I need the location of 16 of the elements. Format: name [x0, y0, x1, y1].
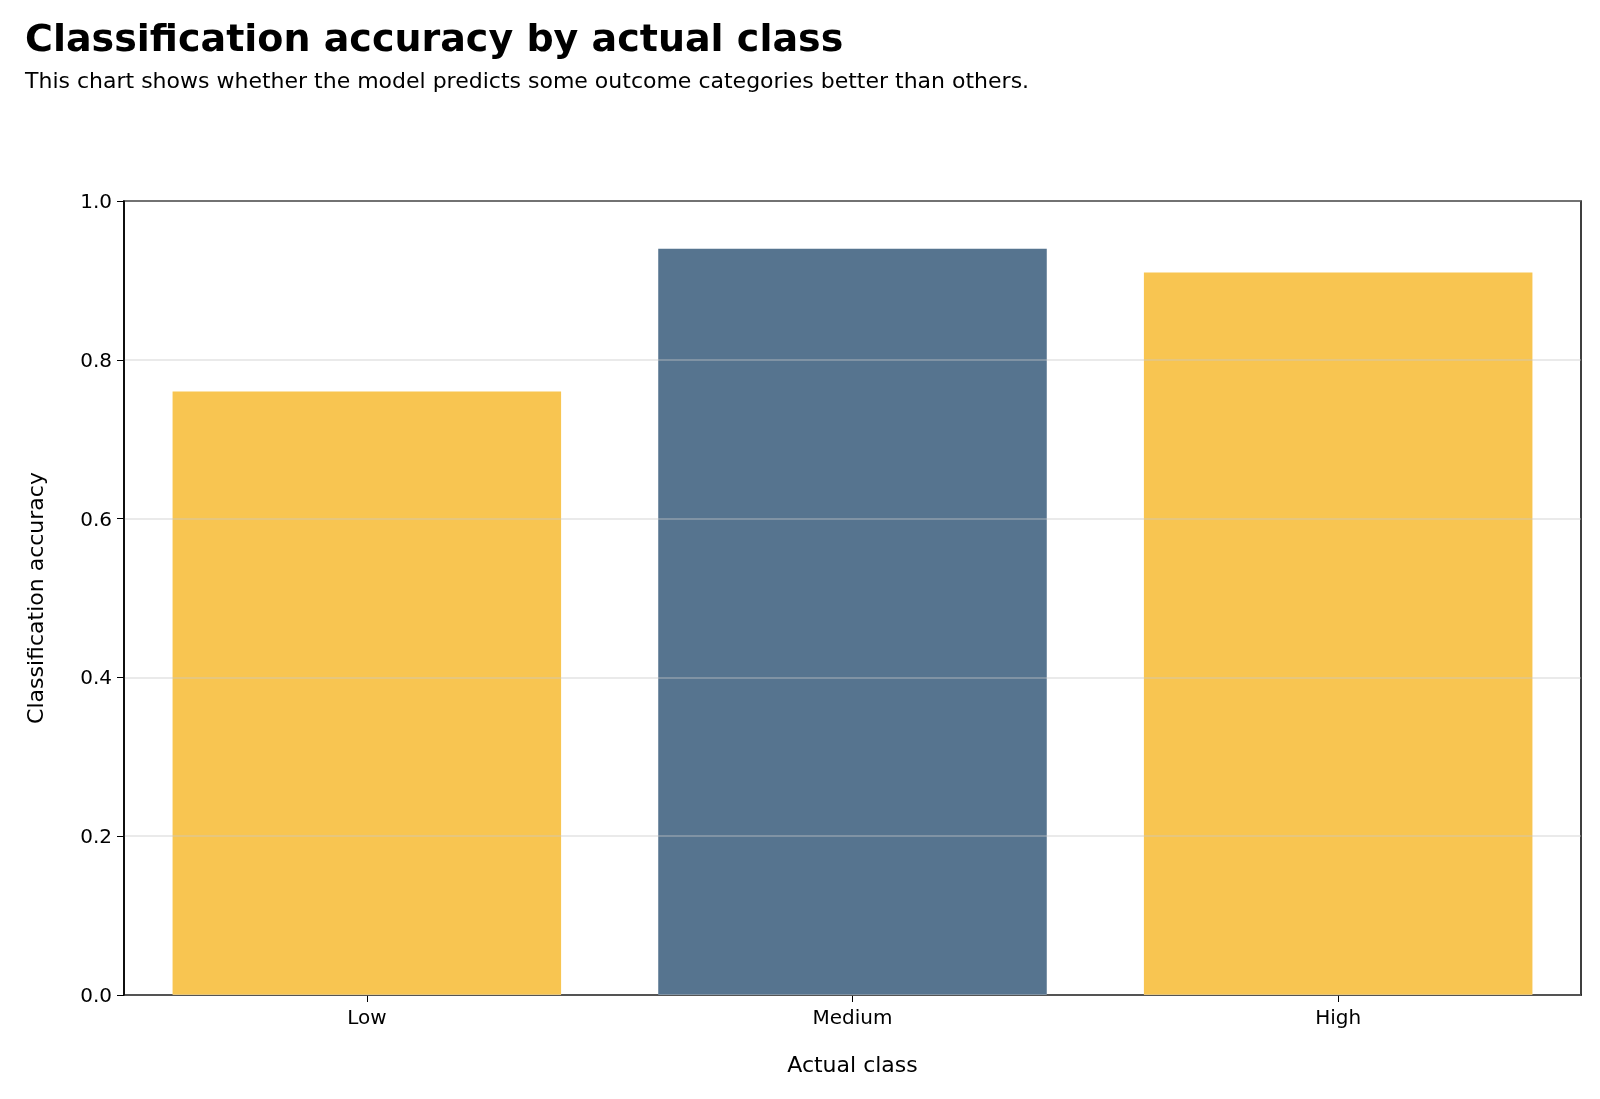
y-axis-title: Classification accuracy	[22, 472, 48, 724]
chart-subtitle: This chart shows whether the model predicts some outcome categories better than others.	[24, 67, 1030, 93]
chart-title: Classification accuracy by actual class	[25, 16, 844, 60]
bar	[1143, 272, 1533, 995]
y-tick-label: 0.8	[80, 347, 112, 372]
y-tick-label: 0.6	[80, 506, 112, 531]
y-tick-label: 0.2	[80, 824, 112, 849]
y-tick-label: 1.0	[80, 189, 112, 213]
x-tick-label: High	[1315, 1005, 1362, 1029]
y-tick-label: 0.0	[80, 983, 112, 1007]
x-tick-label: Medium	[812, 1005, 893, 1029]
x-axis-title: Actual class	[787, 1051, 918, 1077]
bar	[658, 248, 1047, 995]
y-tick-label: 0.4	[80, 665, 112, 690]
x-tick-label: Low	[347, 1005, 387, 1029]
bar	[172, 391, 562, 995]
